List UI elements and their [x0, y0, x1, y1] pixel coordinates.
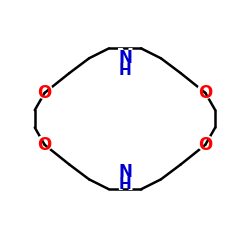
Text: H: H [116, 174, 134, 194]
Text: O: O [35, 135, 54, 155]
Text: N: N [116, 162, 134, 182]
Text: O: O [198, 84, 212, 102]
Text: N: N [118, 49, 132, 67]
Text: O: O [198, 136, 212, 154]
Text: O: O [196, 135, 215, 155]
Text: H: H [119, 63, 132, 78]
Text: O: O [196, 83, 215, 103]
Text: O: O [38, 136, 52, 154]
Text: O: O [35, 83, 54, 103]
Text: H: H [119, 177, 132, 192]
Text: O: O [38, 84, 52, 102]
Text: H: H [116, 60, 134, 80]
Text: N: N [118, 163, 132, 181]
Text: N: N [116, 48, 134, 68]
